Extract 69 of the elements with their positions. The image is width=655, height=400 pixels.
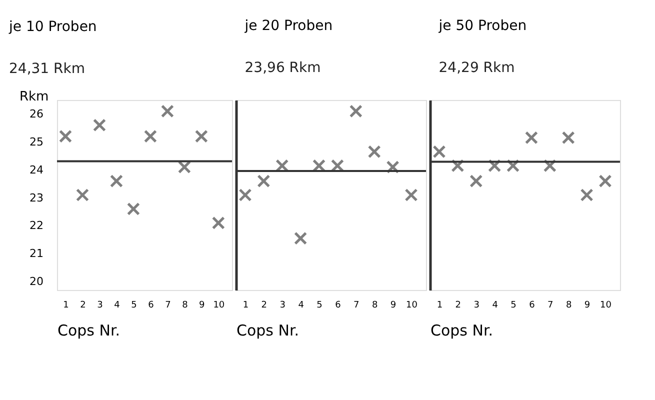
x-tick-label: 6: [529, 300, 536, 310]
y-tick-label: 21: [30, 247, 44, 260]
x-tick-label: 2: [80, 300, 86, 310]
x-tick-label: 8: [566, 300, 572, 310]
x-tick-label: 3: [97, 300, 103, 310]
x-tick-label: 1: [242, 300, 249, 310]
y-tick-label: 23: [30, 191, 44, 204]
point: [580, 188, 594, 202]
point: [562, 131, 575, 144]
point: [212, 216, 225, 230]
chart-title: je 20 Proben: [244, 18, 333, 34]
y-tick-label: 22: [30, 219, 44, 232]
x-tick-label: 9: [199, 300, 206, 310]
y-tick-label: 24: [30, 163, 44, 176]
x-tick-label: 6: [335, 300, 342, 310]
point: [349, 104, 362, 118]
point: [294, 232, 308, 245]
chart-subtitle: 24,29 Rkm: [438, 60, 515, 76]
x-tick-label: 4: [298, 300, 304, 310]
x-tick-label: 3: [474, 300, 480, 310]
point: [368, 145, 381, 158]
x-tick-label: 1: [436, 300, 443, 310]
point: [160, 104, 174, 118]
x-tick-label: 9: [584, 300, 590, 310]
x-tick-label: 9: [390, 300, 396, 310]
x-tick-label: 6: [148, 300, 154, 310]
point: [178, 160, 191, 174]
x-tick-label: 5: [316, 300, 322, 310]
point: [257, 174, 270, 188]
x-tick-label: 8: [372, 300, 378, 310]
x-tick-label: 5: [131, 300, 137, 310]
chart-title: je 10 Proben: [8, 19, 97, 35]
x-axis-title: Cops Nr.: [430, 322, 494, 340]
x-axis-title: Cops Nr.: [236, 322, 300, 340]
x-tick-label: 1: [63, 300, 69, 310]
point: [144, 130, 157, 143]
y-axis-title: Rkm: [20, 90, 49, 104]
point: [194, 130, 208, 143]
x-tick-label: 8: [182, 300, 188, 310]
x-tick-label: 2: [455, 300, 462, 310]
point: [598, 174, 612, 188]
y-tick-label: 26: [30, 107, 44, 120]
point: [238, 188, 252, 202]
x-tick-label: 4: [114, 300, 120, 310]
point: [404, 188, 418, 202]
chart-subtitle: 23,96 Rkm: [244, 60, 321, 76]
point: [76, 188, 90, 202]
point: [92, 118, 106, 132]
x-axis-title: Cops Nr.: [58, 322, 120, 340]
point: [126, 202, 140, 216]
x-tick-label: 7: [548, 300, 554, 310]
point: [58, 130, 72, 143]
x-tick-label: 10: [213, 300, 225, 310]
x-tick-label: 10: [600, 300, 612, 310]
chart-title: je 50 Proben: [438, 18, 527, 34]
x-tick-label: 4: [492, 300, 498, 310]
x-tick-label: 7: [165, 300, 171, 310]
x-tick-label: 7: [354, 300, 360, 310]
x-tick-label: 10: [406, 300, 418, 310]
point: [524, 131, 538, 144]
y-tick-label: 20: [30, 275, 44, 288]
x-tick-label: 2: [261, 300, 268, 310]
x-tick-label: 5: [510, 300, 516, 310]
x-tick-label: 3: [280, 300, 286, 310]
point: [110, 174, 124, 188]
point: [470, 174, 483, 188]
point: [432, 145, 446, 158]
chart-subtitle: 24,31 Rkm: [9, 61, 86, 77]
y-tick-label: 25: [30, 135, 44, 148]
